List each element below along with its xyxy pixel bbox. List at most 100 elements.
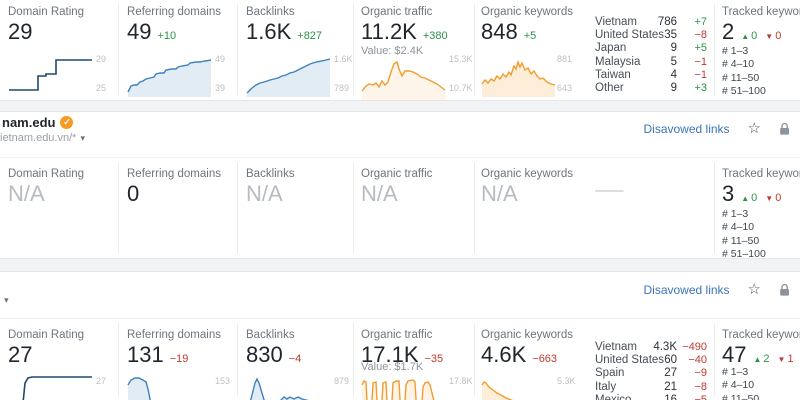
star-icon[interactable]: ☆ (747, 281, 761, 298)
lock-icon[interactable] (779, 122, 790, 136)
site-metrics-row-3: Domain Rating 27 27 Referring domains 13… (0, 318, 800, 400)
position-range-item[interactable]: # 4–10 (722, 221, 755, 234)
metric-delta: +380 (422, 30, 448, 42)
metric-value: 49 (127, 19, 152, 44)
position-range-item[interactable]: # 51–100 (722, 248, 766, 258)
referring-domains-sparkline (127, 377, 151, 400)
position-range-item[interactable]: # 4–10 (722, 379, 755, 392)
spark-max-label: 1.6K (334, 54, 353, 64)
metric-value: 848 (481, 19, 518, 44)
spark-min-label: 10.7K (449, 83, 473, 93)
metric-card-referring-domains[interactable]: Referring domains 0 (127, 158, 233, 258)
row-separator-band (0, 100, 800, 112)
metric-delta: −4 (288, 353, 302, 365)
position-range-item[interactable]: # 1–3 (722, 208, 749, 220)
metric-card-backlinks[interactable]: Backlinks 830 −4 879 (246, 319, 349, 400)
column-divider (474, 323, 475, 396)
metric-card-tracked-keywords[interactable]: Tracked keywords 2 ▲0 ▼0 # 1–3 # 4–10 # … (722, 0, 800, 100)
country-row[interactable]: Italy 21 −8 (595, 380, 707, 393)
domain-rating-sparkline (9, 59, 92, 91)
chevron-down-icon[interactable]: ▾ (4, 295, 9, 305)
position-range-item[interactable]: # 51–100 (722, 85, 766, 98)
country-row[interactable]: Mexico 16 −5 (595, 393, 707, 400)
column-divider (474, 162, 475, 254)
position-range-item[interactable]: # 11–50 (722, 234, 760, 247)
spark-min-label: 25 (96, 83, 107, 93)
metric-card-organic-keywords[interactable]: Organic keywords 4.6K −663 5.3K (481, 319, 587, 400)
column-divider (353, 323, 354, 396)
site-header: ▾ Disavowed links ☆ (0, 272, 800, 318)
metric-value: 17.1K (361, 342, 419, 367)
spark-max-label: 881 (557, 54, 573, 64)
metric-card-tracked-keywords[interactable]: Tracked keywords 47 ▲2 ▼1 # 1–3 # 4–10 #… (722, 319, 800, 400)
country-row[interactable]: Malaysia 5 −1 (595, 55, 707, 68)
spark-min-label: 789 (334, 83, 350, 93)
metric-label: Organic traffic (361, 6, 433, 18)
positions-down-indicator: ▼ 0 (765, 30, 782, 42)
country-row[interactable]: Vietnam 4.3K −490 (595, 340, 707, 353)
column-divider (118, 323, 119, 396)
lock-icon[interactable] (779, 283, 790, 297)
country-row[interactable]: Other 9 +3 (595, 82, 707, 95)
keywords-by-country-list: Vietnam 4.3K −490 United States 60 −40 Spain… (595, 319, 707, 400)
spark-max-label: 15.3K (449, 54, 473, 64)
metric-card-domain-rating[interactable]: Domain Rating 29 29 25 (8, 0, 114, 100)
metric-card-referring-domains[interactable]: Referring domains 49 +10 49 39 (127, 0, 233, 100)
metric-card-referring-domains[interactable]: Referring domains 131 −19 153 (127, 319, 233, 400)
metric-value: N/A (361, 181, 398, 206)
metric-label: Tracked keywords (722, 168, 800, 180)
metric-card-organic-traffic[interactable]: Organic traffic 11.2K +380 Value: $2.4K 1… (361, 0, 473, 100)
metric-label: Organic traffic (361, 329, 433, 341)
site-scope-dropdown[interactable]: ietnam.edu.vn/* ▾ (0, 132, 85, 144)
down-triangle-icon: ▼ (777, 355, 786, 364)
metric-value: 3 (722, 181, 735, 206)
star-icon[interactable]: ☆ (747, 120, 761, 137)
metric-label: Domain Rating (8, 6, 85, 18)
metric-card-organic-keywords[interactable]: Organic keywords 848 +5 881 643 (481, 0, 587, 100)
country-row[interactable]: Japan 9 +5 (595, 42, 707, 55)
column-divider (118, 4, 119, 96)
metric-value: 131 (127, 342, 164, 367)
country-row[interactable]: Taiwan 4 −1 (595, 68, 707, 81)
traffic-value-label: Value: $1.7K (361, 361, 424, 373)
organic-keywords-sparkline (481, 381, 514, 400)
metric-card-organic-traffic[interactable]: Organic traffic N/A (361, 158, 468, 258)
column-divider (237, 323, 238, 396)
chevron-down-icon: ▾ (80, 132, 85, 143)
metric-label: Backlinks (246, 329, 295, 341)
metric-delta: +5 (523, 30, 537, 42)
metric-value: 830 (246, 342, 283, 367)
metric-card-domain-rating[interactable]: Domain Rating 27 27 (8, 319, 114, 400)
empty-countries-dash: — (595, 182, 624, 199)
metric-card-organic-traffic[interactable]: Organic traffic 17.1K −35 Value: $1.7K 17… (361, 319, 473, 400)
metric-card-organic-keywords[interactable]: Organic keywords N/A (481, 158, 587, 258)
position-range-item[interactable]: # 4–10 (722, 58, 755, 71)
site-title-link[interactable]: nam.edu ✓ (2, 115, 74, 130)
disavowed-links-link[interactable]: Disavowed links (643, 121, 730, 136)
metric-card-backlinks[interactable]: Backlinks N/A (246, 158, 349, 258)
column-divider (714, 323, 715, 396)
disavowed-links-link[interactable]: Disavowed links (643, 282, 730, 297)
metric-card-tracked-keywords[interactable]: Tracked keywords 3 ▲0 ▼0 # 1–3 # 4–10 # … (722, 158, 800, 258)
column-divider (237, 4, 238, 96)
position-range-item[interactable]: # 1–3 (722, 45, 749, 57)
metric-card-backlinks[interactable]: Backlinks 1.6K +827 1.6K 789 (246, 0, 353, 100)
positions-up-indicator: ▲ 0 (741, 30, 758, 42)
country-row[interactable]: United States 60 −40 (595, 353, 707, 366)
spark-min-label: 643 (557, 83, 573, 93)
metric-label: Organic traffic (361, 168, 433, 180)
country-row[interactable]: Spain 27 −9 (595, 367, 707, 380)
country-row[interactable]: Vietnam 786 +7 (595, 15, 707, 28)
position-range-item[interactable]: # 11–50 (722, 392, 760, 400)
site-scope-text: ietnam.edu.vn/* (0, 132, 77, 144)
metric-value: 11.2K (361, 19, 417, 44)
metric-label: Backlinks (246, 6, 295, 18)
column-divider (353, 4, 354, 96)
metric-card-domain-rating[interactable]: Domain Rating N/A (8, 158, 114, 258)
organic-traffic-sparkline (361, 60, 446, 100)
site-domain: nam.edu (2, 115, 56, 130)
position-range-item[interactable]: # 11–50 (722, 71, 760, 84)
position-range-item[interactable]: # 1–3 (722, 366, 749, 378)
country-row[interactable]: United States 35 −8 (595, 28, 707, 41)
site-header: nam.edu ✓ ietnam.edu.vn/* ▾ Disavowed li… (0, 112, 800, 157)
